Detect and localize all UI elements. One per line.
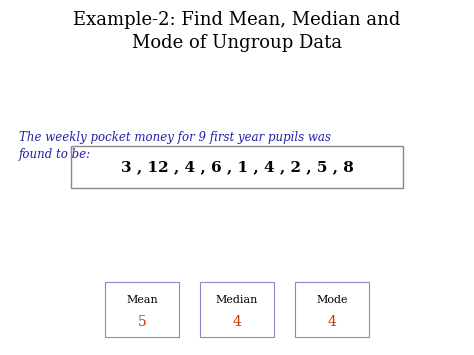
Text: 4: 4: [328, 315, 336, 329]
Text: Mode: Mode: [316, 295, 347, 305]
Text: 4: 4: [233, 315, 241, 329]
Text: Mean: Mean: [127, 295, 158, 305]
FancyBboxPatch shape: [295, 282, 368, 337]
Text: The weekly pocket money for 9 first year pupils was
found to be:: The weekly pocket money for 9 first year…: [19, 131, 331, 162]
Text: 3 , 12 , 4 , 6 , 1 , 4 , 2 , 5 , 8: 3 , 12 , 4 , 6 , 1 , 4 , 2 , 5 , 8: [120, 160, 354, 174]
FancyBboxPatch shape: [200, 282, 274, 337]
Text: Example-2: Find Mean, Median and
Mode of Ungroup Data: Example-2: Find Mean, Median and Mode of…: [73, 11, 401, 51]
Text: 5: 5: [138, 315, 146, 329]
Text: Median: Median: [216, 295, 258, 305]
FancyBboxPatch shape: [105, 282, 179, 337]
FancyBboxPatch shape: [71, 146, 403, 188]
